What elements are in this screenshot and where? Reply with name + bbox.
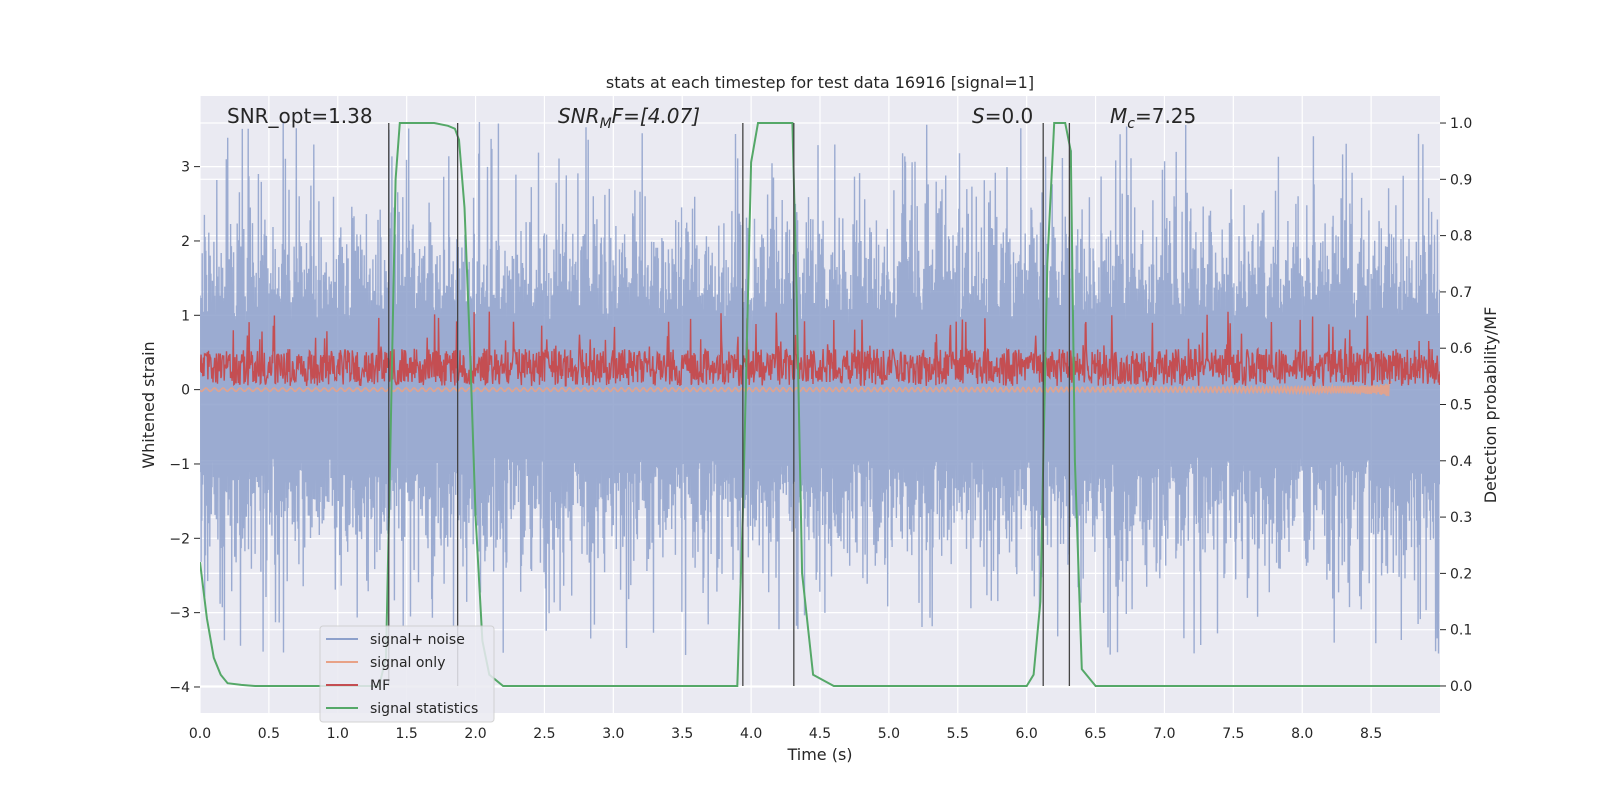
y-tick-label: 2 [181, 234, 190, 250]
x-tick-label: 3.0 [602, 726, 624, 742]
y-axis-label: Whitened strain [139, 341, 158, 468]
y2-axis-label: Detection probability/MF [1481, 307, 1500, 504]
y2-tick-label: 0.9 [1450, 172, 1472, 188]
vertical-markers [388, 123, 1071, 686]
x-tick-label: 2.0 [464, 726, 486, 742]
x-tick-label: 8.0 [1291, 726, 1313, 742]
y2-tick-label: 0.2 [1450, 566, 1472, 582]
chart-title: stats at each timestep for test data 169… [606, 73, 1034, 92]
legend-entry-signal-noise: signal+ noise [326, 632, 465, 648]
y-tick-label: −1 [169, 457, 190, 473]
x-axis-label: Time (s) [786, 745, 852, 764]
annotation-mc: Mc=7.25 [1110, 104, 1196, 132]
legend-label-signal-statistics: signal statistics [370, 701, 478, 717]
y2-tick-label: 0.0 [1450, 679, 1472, 695]
y2-tick-label: 0.6 [1450, 341, 1472, 357]
annotation-snr-opt: SNR_opt=1.38 [227, 104, 373, 128]
y-tick-label: −3 [169, 606, 190, 622]
x-tick-label: 8.5 [1360, 726, 1382, 742]
x-tick-label: 4.5 [809, 726, 831, 742]
y2-tick-label: 0.8 [1450, 229, 1472, 245]
y2-tick-label: 0.1 [1450, 623, 1472, 639]
x-tick-label: 0.5 [258, 726, 280, 742]
series-signal-noise [200, 121, 1440, 656]
legend-box [319, 625, 495, 723]
y-tick-label: −4 [169, 680, 190, 696]
legend-entry-mf: MF [326, 678, 390, 694]
x-tick-label: 5.0 [878, 726, 900, 742]
legend-entry-signal-statistics: signal statistics [326, 701, 478, 717]
x-tick-label: 5.5 [947, 726, 969, 742]
y2-tick-label: 0.3 [1450, 510, 1472, 526]
y2-tick-label: 1.0 [1450, 116, 1472, 132]
series-mf [200, 311, 1440, 387]
y2-tick-label: 0.7 [1450, 285, 1472, 301]
x-tick-label: 7.5 [1222, 726, 1244, 742]
y-tick-label: −2 [169, 531, 190, 547]
annotation-s: S=0.0 [972, 104, 1033, 128]
x-tick-label: 2.5 [533, 726, 555, 742]
legend: signal+ noise signal only MF signal stat… [319, 625, 495, 723]
y-tick-label: 3 [181, 160, 190, 176]
y2-tick-label: 0.5 [1450, 398, 1472, 414]
y2-tick-label: 0.4 [1450, 454, 1472, 470]
legend-label-signal-only: signal only [370, 655, 445, 671]
x-tick-label: 0.0 [189, 726, 211, 742]
legend-label-mf: MF [370, 678, 390, 694]
y-tick-label: 0 [181, 383, 190, 399]
legend-label-signal-noise: signal+ noise [370, 632, 465, 648]
series-signal-only [200, 381, 1392, 397]
x-tick-label: 1.0 [327, 726, 349, 742]
x-tick-label: 3.5 [671, 726, 693, 742]
annotation-snr-mf: SNRMF=[4.07] [558, 104, 700, 132]
x-tick-label: 6.0 [1016, 726, 1038, 742]
legend-entry-signal-only: signal only [326, 655, 445, 671]
x-tick-label: 6.5 [1084, 726, 1106, 742]
y-tick-label: 1 [181, 308, 190, 324]
x-tick-label: 7.0 [1153, 726, 1175, 742]
x-tick-label: 4.0 [740, 726, 762, 742]
tick-labels: 0.0 0.5 1.0 1.5 2.0 2.5 3.0 3.5 4.0 4.5 5.0 5.5 6.0 6… [169, 116, 1472, 742]
x-tick-label: 1.5 [396, 726, 418, 742]
